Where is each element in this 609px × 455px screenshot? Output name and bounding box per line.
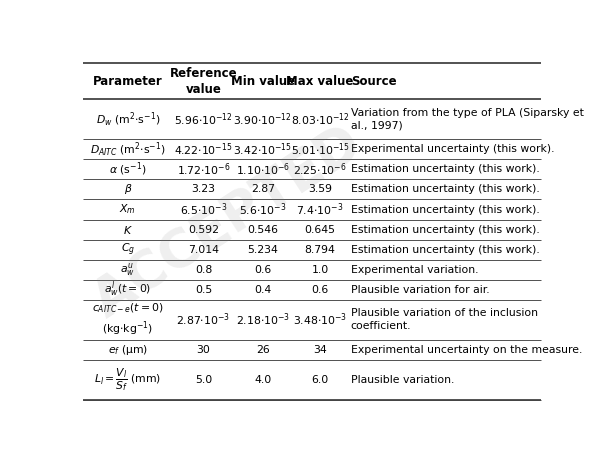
Text: Plausible variation.: Plausible variation. xyxy=(351,374,454,384)
Text: 7.4$\cdot$10$^{-3}$: 7.4$\cdot$10$^{-3}$ xyxy=(297,201,344,218)
Text: 1.0: 1.0 xyxy=(311,264,329,274)
Text: 2.87$\cdot$10$^{-3}$: 2.87$\cdot$10$^{-3}$ xyxy=(177,311,230,328)
Text: 30: 30 xyxy=(197,344,210,354)
Text: $c_{AITC-e}(t = 0)$
(kg$\cdot$kg$^{-1}$): $c_{AITC-e}(t = 0)$ (kg$\cdot$kg$^{-1}$) xyxy=(92,301,164,338)
Text: 0.4: 0.4 xyxy=(255,284,272,294)
Text: 0.6: 0.6 xyxy=(311,284,329,294)
Text: $a_{w}^{l}(t = 0)$: $a_{w}^{l}(t = 0)$ xyxy=(104,280,152,299)
Text: 4.22$\cdot$10$^{-15}$: 4.22$\cdot$10$^{-15}$ xyxy=(174,141,233,158)
Text: 6.5$\cdot$10$^{-3}$: 6.5$\cdot$10$^{-3}$ xyxy=(180,201,227,218)
Text: Source: Source xyxy=(351,75,396,88)
Text: 5.6$\cdot$10$^{-3}$: 5.6$\cdot$10$^{-3}$ xyxy=(239,201,287,218)
Text: 5.234: 5.234 xyxy=(247,244,278,254)
Text: Experimental uncertainty on the measure.: Experimental uncertainty on the measure. xyxy=(351,344,582,354)
Text: $L_{l} = \dfrac{V_{l}}{S_{f}}$ (mm): $L_{l} = \dfrac{V_{l}}{S_{f}}$ (mm) xyxy=(94,366,161,393)
Text: 3.90$\cdot$10$^{-12}$: 3.90$\cdot$10$^{-12}$ xyxy=(233,111,292,128)
Text: $\alpha$ (s$^{-1}$): $\alpha$ (s$^{-1}$) xyxy=(109,161,147,178)
Text: Experimental variation.: Experimental variation. xyxy=(351,264,478,274)
Text: 5.0: 5.0 xyxy=(195,374,212,384)
Text: 0.546: 0.546 xyxy=(247,224,278,234)
Text: $K$: $K$ xyxy=(123,223,133,236)
Text: Variation from the type of PLA (Siparsky et
al., 1997): Variation from the type of PLA (Siparsky… xyxy=(351,108,583,131)
Text: Estimation uncertainty (this work).: Estimation uncertainty (this work). xyxy=(351,244,540,254)
Text: Estimation uncertainty (this work).: Estimation uncertainty (this work). xyxy=(351,204,540,214)
Text: $C_{g}$: $C_{g}$ xyxy=(121,241,135,258)
Text: Reference
value: Reference value xyxy=(169,67,237,96)
Text: 4.0: 4.0 xyxy=(255,374,272,384)
Text: Experimental uncertainty (this work).: Experimental uncertainty (this work). xyxy=(351,144,554,154)
Text: Plausible variation of the inclusion
coefficient.: Plausible variation of the inclusion coe… xyxy=(351,308,538,331)
Text: 34: 34 xyxy=(313,344,327,354)
Text: 6.0: 6.0 xyxy=(311,374,329,384)
Text: Estimation uncertainty (this work).: Estimation uncertainty (this work). xyxy=(351,184,540,194)
Text: 3.59: 3.59 xyxy=(308,184,332,194)
Text: 1.10$\cdot$10$^{-6}$: 1.10$\cdot$10$^{-6}$ xyxy=(236,161,290,178)
Text: ACCEPTED: ACCEPTED xyxy=(83,117,371,329)
Text: Estimation uncertainty (this work).: Estimation uncertainty (this work). xyxy=(351,164,540,174)
Text: 3.42$\cdot$10$^{-15}$: 3.42$\cdot$10$^{-15}$ xyxy=(233,141,292,158)
Text: $D_{w}$ (m$^{2}$$\cdot$s$^{-1}$): $D_{w}$ (m$^{2}$$\cdot$s$^{-1}$) xyxy=(96,110,160,128)
Text: 2.87: 2.87 xyxy=(251,184,275,194)
Text: 0.5: 0.5 xyxy=(195,284,212,294)
Text: Min value: Min value xyxy=(231,75,295,88)
Text: 8.03$\cdot$10$^{-12}$: 8.03$\cdot$10$^{-12}$ xyxy=(290,111,350,128)
Text: 2.18$\cdot$10$^{-3}$: 2.18$\cdot$10$^{-3}$ xyxy=(236,311,290,328)
Text: 7.014: 7.014 xyxy=(188,244,219,254)
Text: 26: 26 xyxy=(256,344,270,354)
Text: $a_{w}^{u}$: $a_{w}^{u}$ xyxy=(121,261,135,278)
Text: Max value: Max value xyxy=(286,75,354,88)
Text: 0.592: 0.592 xyxy=(188,224,219,234)
Text: 8.794: 8.794 xyxy=(304,244,336,254)
Text: $e_{f}$ (μm): $e_{f}$ (μm) xyxy=(108,343,148,357)
Text: $X_{m}$: $X_{m}$ xyxy=(119,202,136,217)
Text: Plausible variation for air.: Plausible variation for air. xyxy=(351,284,489,294)
Text: 0.6: 0.6 xyxy=(255,264,272,274)
Text: 1.72$\cdot$10$^{-6}$: 1.72$\cdot$10$^{-6}$ xyxy=(177,161,230,178)
Text: 3.23: 3.23 xyxy=(191,184,216,194)
Text: $D_{AITC}$ (m$^{2}$$\cdot$s$^{-1}$): $D_{AITC}$ (m$^{2}$$\cdot$s$^{-1}$) xyxy=(90,140,166,158)
Text: 0.645: 0.645 xyxy=(304,224,336,234)
Text: 0.8: 0.8 xyxy=(195,264,212,274)
Text: Estimation uncertainty (this work).: Estimation uncertainty (this work). xyxy=(351,224,540,234)
Text: Parameter: Parameter xyxy=(93,75,163,88)
Text: 5.96$\cdot$10$^{-12}$: 5.96$\cdot$10$^{-12}$ xyxy=(174,111,233,128)
Text: 5.01$\cdot$10$^{-15}$: 5.01$\cdot$10$^{-15}$ xyxy=(290,141,350,158)
Text: $\beta$: $\beta$ xyxy=(124,182,132,197)
Text: 2.25$\cdot$10$^{-6}$: 2.25$\cdot$10$^{-6}$ xyxy=(294,161,347,178)
Text: 3.48$\cdot$10$^{-3}$: 3.48$\cdot$10$^{-3}$ xyxy=(293,311,347,328)
